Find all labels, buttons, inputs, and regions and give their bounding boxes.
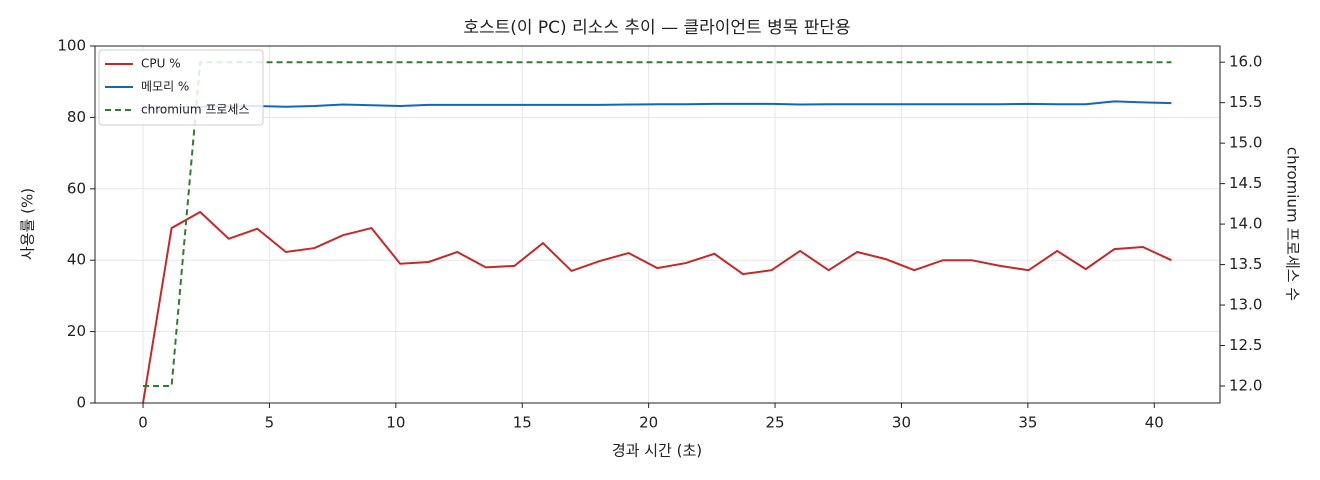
x-tick-label: 40 [1145, 414, 1164, 432]
x-tick-label: 20 [639, 414, 658, 432]
series-line [142, 100, 1172, 110]
y2-tick-label: 14.0 [1229, 215, 1262, 233]
x-tick-label: 35 [1018, 414, 1037, 432]
y2-axis-label: chromium 프로세스 수 [1284, 147, 1302, 301]
x-tick-label: 25 [766, 414, 785, 432]
y2-tick-label: 15.5 [1229, 93, 1262, 111]
y-tick-label: 80 [67, 108, 86, 126]
y2-tick-label: 12.5 [1229, 336, 1262, 354]
x-axis-label: 경과 시간 (초) [612, 442, 702, 460]
series-line [143, 61, 1172, 387]
legend-label: chromium 프로세스 [141, 103, 250, 117]
y-tick-label: 20 [67, 322, 86, 340]
y2-tick-label: 14.5 [1229, 174, 1262, 192]
y2-tick-label: 15.0 [1229, 134, 1262, 152]
y2-tick-label: 16.0 [1229, 53, 1262, 71]
x-tick-label: 30 [892, 414, 911, 432]
y2-tick-label: 13.5 [1229, 255, 1262, 273]
y-axis-label: 사용률 (%) [19, 188, 37, 260]
y-tick-label: 40 [67, 251, 86, 269]
chart-title: 호스트(이 PC) 리소스 추이 — 클라이언트 병목 판단용 [463, 18, 850, 38]
series-line [142, 210, 1172, 404]
x-tick-label: 5 [265, 414, 275, 432]
y-tick-label: 0 [76, 394, 86, 412]
y-tick-label: 60 [67, 179, 86, 197]
legend-label: 메모리 % [141, 80, 189, 94]
legend-label: CPU % [141, 57, 181, 71]
x-tick-label: 0 [138, 414, 148, 432]
x-tick-label: 15 [513, 414, 532, 432]
y-tick-label: 100 [57, 37, 86, 55]
plot-frame [94, 45, 1221, 404]
y2-tick-label: 13.0 [1229, 296, 1262, 314]
y2-tick-label: 12.0 [1229, 377, 1262, 395]
x-tick-label: 10 [386, 414, 405, 432]
legend-box [98, 49, 264, 126]
